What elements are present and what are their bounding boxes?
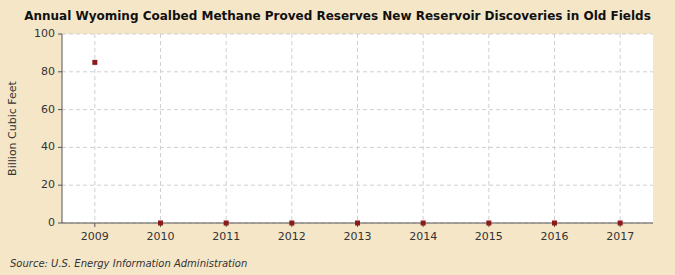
axes: 0 20 40 60 80 100 2009 2010 2011 2012 2013 2014 2015… (34, 27, 653, 243)
x-tick-label: 2011 (212, 230, 240, 243)
y-tick (58, 34, 62, 35)
point (618, 221, 623, 226)
x-grid-line (160, 34, 161, 223)
x-tick (94, 223, 95, 227)
x-tick-label: 2012 (278, 230, 306, 243)
y-axis-line (62, 34, 63, 223)
y-grid-line (62, 109, 653, 110)
y-tick (58, 185, 62, 186)
y-tick-label: 100 (34, 27, 55, 40)
x-tick-label: 2017 (606, 230, 634, 243)
point (92, 60, 97, 65)
x-grid-line (423, 34, 424, 223)
x-grid-line (554, 34, 555, 223)
point (552, 221, 557, 226)
plot-background (62, 34, 653, 223)
x-grid-line (226, 34, 227, 223)
grid (62, 34, 653, 223)
y-tick-label: 20 (41, 178, 55, 191)
point (158, 221, 163, 226)
x-grid-line (291, 34, 292, 223)
point (486, 221, 491, 226)
y-tick-label: 80 (41, 65, 55, 78)
y-tick-label: 0 (48, 216, 55, 229)
x-tick-label: 2015 (475, 230, 503, 243)
x-tick-label: 2009 (81, 230, 109, 243)
chart-container: 0 20 40 60 80 100 2009 2010 2011 2012 2013 2014 2015… (0, 0, 675, 275)
y-tick-label: 40 (41, 140, 55, 153)
source-note: Source: U.S. Energy Information Administ… (10, 258, 247, 269)
x-tick-label: 2013 (344, 230, 372, 243)
point (355, 221, 360, 226)
point (224, 221, 229, 226)
y-tick (58, 223, 62, 224)
point (289, 221, 294, 226)
y-tick-label: 60 (41, 103, 55, 116)
title: Annual Wyoming Coalbed Methane Proved Re… (24, 9, 651, 23)
y-tick (58, 71, 62, 72)
data-points (92, 60, 622, 226)
y-tick (58, 109, 62, 110)
x-grid-line (620, 34, 621, 223)
point (421, 221, 426, 226)
x-tick-label: 2014 (409, 230, 437, 243)
x-tick-label: 2010 (147, 230, 175, 243)
y-tick (58, 147, 62, 148)
x-grid-line (357, 34, 358, 223)
chart-svg: 0 20 40 60 80 100 2009 2010 2011 2012 2013 2014 2015… (0, 0, 675, 275)
x-grid-line (488, 34, 489, 223)
x-tick-label: 2016 (541, 230, 569, 243)
y-axis-label: Billion Cubic Feet (6, 80, 19, 175)
